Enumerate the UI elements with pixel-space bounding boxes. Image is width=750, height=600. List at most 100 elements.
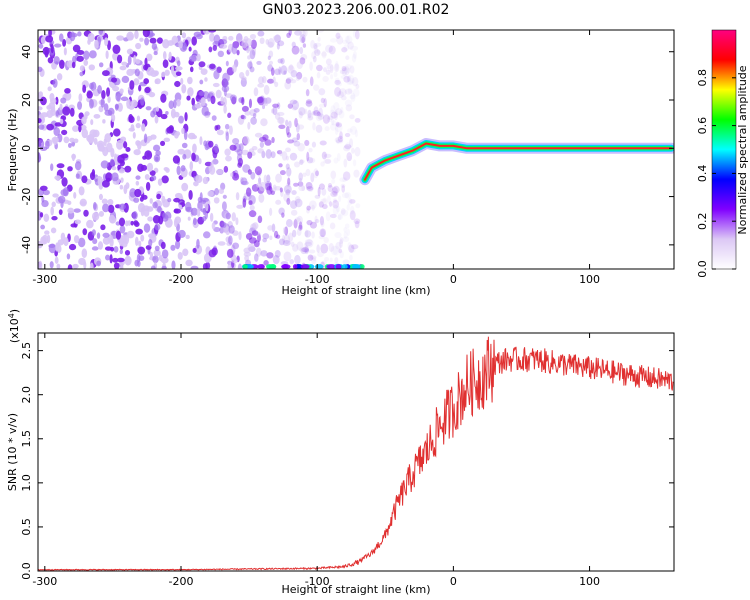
- spectrogram-noise-speckle: [325, 211, 331, 222]
- spectrogram-edge-band-mark: [314, 264, 324, 269]
- spectrogram-noise-speckle: [69, 137, 75, 143]
- spectrogram-noise-speckle: [141, 123, 146, 132]
- spectrogram-noise-speckle: [241, 180, 249, 186]
- spectrogram-noise-speckle: [330, 245, 339, 256]
- spectrogram-noise-speckle: [133, 220, 139, 226]
- spectrogram-noise-speckle: [282, 239, 291, 246]
- spectrogram-noise-speckle: [212, 158, 219, 165]
- spectrogram-noise-speckle: [323, 98, 327, 108]
- spectrogram-noise-speckle: [334, 257, 339, 264]
- spectrogram-noise-speckle: [344, 223, 350, 229]
- spectrogram-noise-speckle: [232, 242, 240, 250]
- spectrogram-noise-speckle: [97, 85, 102, 94]
- spectrogram-noise-speckle: [254, 166, 263, 176]
- spectrogram-noise-speckle: [335, 81, 342, 87]
- spectrogram-noise-speckle: [144, 37, 150, 46]
- spectrogram-noise-speckle: [272, 106, 278, 116]
- spectrogram-noise-speckle: [101, 198, 108, 205]
- spectrogram-noise-speckle: [77, 31, 82, 37]
- spectrogram-noise-speckle: [173, 99, 177, 109]
- spectrogram-noise-speckle: [89, 262, 94, 269]
- spectrogram-noise-speckle: [331, 186, 338, 196]
- spectrogram-noise-speckle: [150, 175, 157, 181]
- spectrogram-noise-speckle: [56, 263, 61, 269]
- spectrogram-frame: [37, 29, 675, 270]
- spectrogram-noise-speckle: [38, 106, 43, 111]
- spectrogram-noise-speckle: [181, 84, 187, 94]
- spectrogram-noise-speckle: [181, 127, 185, 135]
- spectrogram-noise-speckle: [286, 32, 291, 39]
- spectrogram-noise-speckle: [272, 184, 277, 193]
- spectrogram-noise-speckle: [207, 140, 214, 148]
- spectrogram-noise-speckle: [109, 158, 115, 167]
- spectrogram-noise-speckle: [83, 209, 89, 217]
- spectrogram-noise-speckle: [78, 186, 85, 196]
- spectrogram-noise-speckle: [82, 84, 87, 94]
- spectrogram-noise-speckle: [59, 118, 64, 125]
- spectrogram-noise-speckle: [161, 175, 169, 184]
- spectrogram-noise-speckle: [38, 139, 45, 149]
- spectrogram-noise-speckle: [314, 194, 321, 199]
- spectrogram-noise-speckle: [346, 228, 351, 237]
- spectrogram-noise-speckle: [102, 236, 111, 245]
- spectrogram-noise-speckle: [105, 254, 111, 261]
- spectrogram-noise-speckle: [349, 254, 353, 261]
- spectrogram-noise-speckle: [270, 190, 276, 196]
- spectrogram-noise-speckle: [311, 231, 315, 239]
- spectrogram-noise-speckle: [107, 198, 114, 206]
- spectrogram-noise-speckle: [287, 65, 295, 74]
- spectrogram-noise-speckle: [347, 74, 355, 85]
- spectrogram-noise-speckle: [272, 255, 280, 265]
- spectrogram-noise-speckle: [214, 143, 219, 154]
- spectrogram-noise-speckle: [228, 235, 233, 245]
- spectrogram-noise-speckle: [349, 78, 355, 84]
- spectrogram-noise-speckle: [330, 123, 337, 131]
- spectrogram-noise-speckle: [98, 211, 105, 217]
- spectrogram-noise-speckle: [241, 96, 245, 106]
- spectrogram-noise-speckle: [310, 172, 315, 183]
- spectrogram-noise-speckle: [77, 101, 83, 110]
- spectrogram-noise-speckle: [133, 78, 140, 86]
- spectrogram-noise-speckle: [73, 235, 80, 244]
- spectrogram-noise-speckle: [329, 63, 334, 74]
- spectrogram-noise-speckle: [289, 152, 298, 161]
- spectrogram-noise-speckle: [316, 244, 320, 253]
- spectrogram-noise-speckle: [321, 51, 327, 57]
- spectrogram-noise-speckle: [134, 68, 140, 77]
- spectrogram-noise-speckle: [277, 58, 283, 64]
- spectrogram-noise-speckle: [318, 235, 325, 240]
- spectrogram-noise-speckle: [299, 57, 306, 65]
- spectrogram-noise-speckle: [286, 77, 294, 82]
- spectrogram-noise-speckle: [148, 238, 153, 247]
- spectrogram-noise-speckle: [280, 57, 285, 65]
- spectrogram-noise-speckle: [126, 31, 134, 41]
- spectrogram-noise-speckle: [341, 67, 348, 75]
- spectrogram-noise-speckle: [294, 117, 298, 128]
- spectrogram-noise-speckle: [174, 92, 182, 102]
- spectrogram-noise-speckle: [51, 136, 59, 144]
- spectrogram-noise-speckle: [78, 124, 82, 133]
- spectrogram-noise-speckle: [73, 138, 79, 144]
- spectrogram-noise-speckle: [306, 99, 312, 108]
- spectrogram-noise-speckle: [339, 131, 343, 140]
- spectrogram-noise-speckle: [263, 174, 268, 184]
- spectrogram-noise-speckle: [153, 249, 161, 257]
- spectrogram-noise-speckle: [349, 94, 356, 100]
- spectrogram-noise-speckle: [225, 212, 231, 220]
- spectrogram-noise-speckle: [230, 172, 234, 177]
- spectrogram-noise-speckle: [107, 95, 111, 104]
- spectrogram-noise-speckle: [67, 166, 73, 172]
- spectrogram-noise-speckle: [275, 234, 281, 239]
- spectrogram-noise-speckle: [285, 125, 290, 136]
- spectrogram-noise-speckle: [42, 46, 50, 56]
- spectrogram-noise-speckle: [161, 71, 166, 78]
- spectrogram-noise-speckle: [266, 252, 274, 259]
- spectrogram-noise-speckle: [156, 37, 163, 44]
- colorbar-tick-label: 0.6: [696, 117, 709, 135]
- spectrogram-noise-speckle: [46, 109, 54, 119]
- spectrogram-noise-speckle: [340, 74, 348, 80]
- spectrogram-noise-speckle: [344, 99, 353, 107]
- spectrogram-noise-speckle: [101, 70, 110, 77]
- spectrogram-noise-speckle: [343, 44, 350, 52]
- spectrogram-noise-speckle: [144, 57, 148, 67]
